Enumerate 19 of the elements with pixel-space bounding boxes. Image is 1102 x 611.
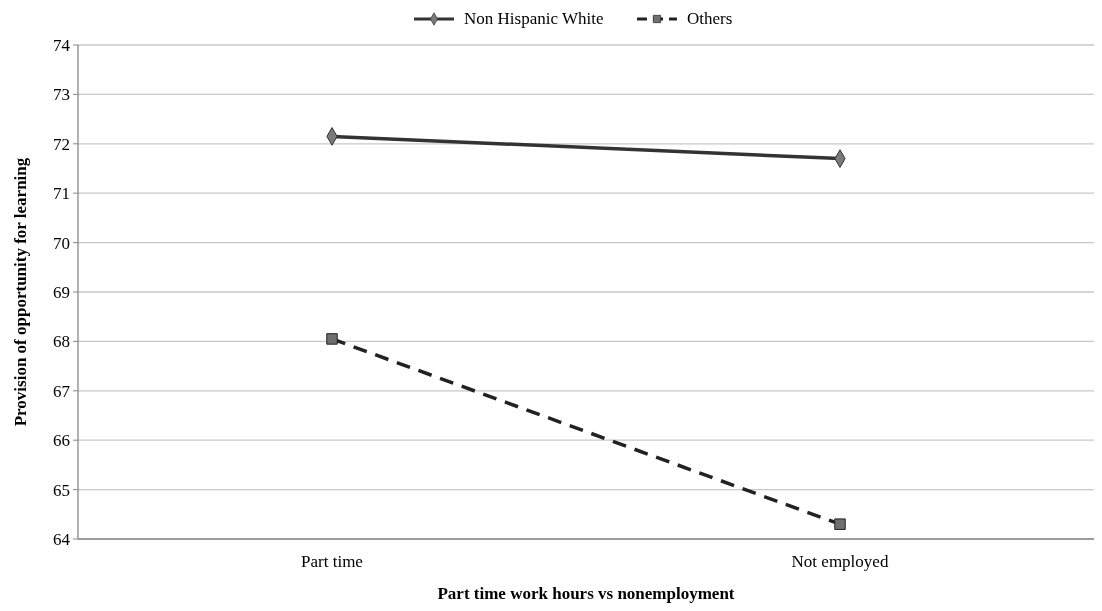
y-tick-label: 65 [53,480,70,500]
x-tick-label: Part time [301,552,363,571]
y-tick-label: 71 [53,184,70,204]
y-tick-label: 67 [53,381,71,401]
y-axis-title: Provision of opportunity for learning [11,157,30,427]
y-tick-label: 69 [53,282,70,302]
y-tick-label: 68 [53,332,70,352]
x-axis-title: Part time work hours vs nonemployment [437,584,735,603]
x-tick-label: Not employed [791,552,889,571]
y-tick-label: 70 [53,233,70,253]
point [326,333,338,345]
legend-label: Others [687,9,733,28]
y-tick-label: 64 [53,529,71,549]
y-tick-label: 74 [53,35,71,55]
y-tick-label: 66 [53,431,70,451]
legend-label: Non Hispanic White [464,9,604,28]
y-tick-label: 72 [53,134,70,154]
y-tick-label: 73 [53,85,70,105]
point [834,518,846,530]
